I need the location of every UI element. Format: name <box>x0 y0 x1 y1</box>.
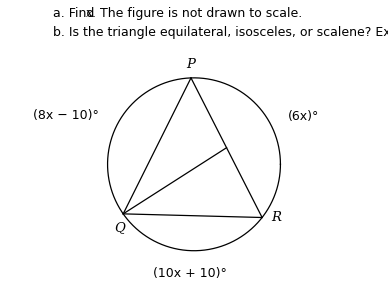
Text: R: R <box>271 211 281 224</box>
Text: (10x + 10)°: (10x + 10)° <box>154 266 227 280</box>
Text: a. Find: a. Find <box>53 7 98 20</box>
Text: P: P <box>187 58 196 71</box>
Text: x: x <box>86 7 93 20</box>
Text: Q: Q <box>114 221 125 234</box>
Text: . The figure is not drawn to scale.: . The figure is not drawn to scale. <box>92 7 303 20</box>
Text: (8x − 10)°: (8x − 10)° <box>33 109 99 122</box>
Text: b. Is the triangle equilateral, isosceles, or scalene? Explain.: b. Is the triangle equilateral, isoscele… <box>53 26 388 39</box>
Text: (6x)°: (6x)° <box>288 110 319 123</box>
